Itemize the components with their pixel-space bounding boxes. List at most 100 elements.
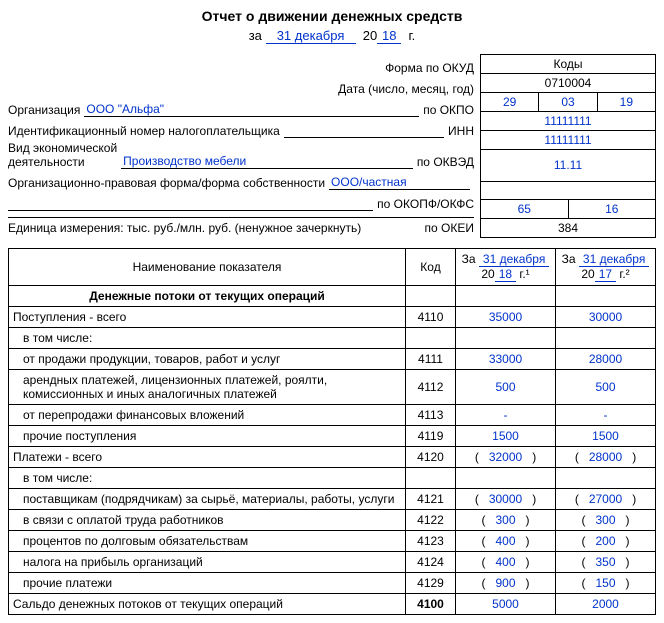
row-code: 4123 <box>406 531 456 552</box>
main-table: Наименование показателя Код За 31 декабр… <box>8 248 656 615</box>
row-value2: ( 350 ) <box>556 552 656 573</box>
okpo-value: 11111111 <box>480 112 656 131</box>
row-value1: 33000 <box>456 349 556 370</box>
row-code <box>406 468 456 489</box>
okfs-value: 16 <box>569 200 657 219</box>
row-value2: - <box>556 405 656 426</box>
row-name: от перепродажи финансовых вложений <box>9 405 406 426</box>
col-name-header: Наименование показателя <box>9 249 406 286</box>
row-code: 4100 <box>406 594 456 615</box>
activity-label: Вид экономической деятельности <box>8 141 117 169</box>
table-row: в связи с оплатой труда работников4122( … <box>9 510 656 531</box>
row-code: 4124 <box>406 552 456 573</box>
row-value1: ( 32000 ) <box>456 447 556 468</box>
section-header-row: Денежные потоки от текущих операций <box>9 286 656 307</box>
activity-label2: деятельности <box>8 155 85 169</box>
codes-box: Коды 0710004 29 03 19 11111111 11111111 … <box>480 54 656 238</box>
row-value1: 35000 <box>456 307 556 328</box>
section-v2 <box>556 286 656 307</box>
col-period1-header: За 31 декабря 2018 г.¹ <box>456 249 556 286</box>
row-value2: ( 27000 ) <box>556 489 656 510</box>
table-row: в том числе: <box>9 328 656 349</box>
p2-year: 17 <box>595 267 616 282</box>
codes-header: Коды <box>480 54 656 74</box>
row-name: поставщикам (подрядчикам) за сырьё, мате… <box>9 489 406 510</box>
table-header-row: Наименование показателя Код За 31 декабр… <box>9 249 656 286</box>
row-value1: ( 400 ) <box>456 552 556 573</box>
row-value1: 1500 <box>456 426 556 447</box>
row-value1 <box>456 328 556 349</box>
header-area: Форма по ОКУД Дата (число, месяц, год) О… <box>8 54 656 238</box>
section-code <box>406 286 456 307</box>
p2-suffix: г.² <box>619 267 629 281</box>
inn-value: 11111111 <box>480 131 656 150</box>
p1-yearpre: 20 <box>481 267 494 281</box>
row-name: прочие поступления <box>9 426 406 447</box>
row-value2: ( 150 ) <box>556 573 656 594</box>
row-value2 <box>556 328 656 349</box>
table-row: от продажи продукции, товаров, работ и у… <box>9 349 656 370</box>
subtitle-date: 31 декабря <box>266 28 356 44</box>
okud-value: 0710004 <box>480 74 656 93</box>
table-row: Платежи - всего4120( 32000 )( 28000 ) <box>9 447 656 468</box>
table-row: Сальдо денежных потоков от текущих опера… <box>9 594 656 615</box>
row-value1: ( 30000 ) <box>456 489 556 510</box>
okved-label: по ОКВЭД <box>417 155 474 169</box>
table-row: арендных платежей, лицензионных платежей… <box>9 370 656 405</box>
okved-value: 11.11 <box>480 150 656 182</box>
row-value2: 1500 <box>556 426 656 447</box>
table-row: процентов по долговым обязательствам4123… <box>9 531 656 552</box>
p1-prefix: За <box>462 252 476 266</box>
table-row: поставщикам (подрядчикам) за сырьё, мате… <box>9 489 656 510</box>
col-code-header: Код <box>406 249 456 286</box>
row-name: Платежи - всего <box>9 447 406 468</box>
activity-value: Производство мебели <box>121 154 413 169</box>
date-d: 29 <box>480 93 539 112</box>
row-value2: ( 28000 ) <box>556 447 656 468</box>
report-subtitle: за 31 декабря 2018 г. <box>8 28 656 44</box>
inn-rlabel: ИНН <box>448 124 474 138</box>
row-value2 <box>556 468 656 489</box>
row-value1 <box>456 468 556 489</box>
row-code: 4121 <box>406 489 456 510</box>
report-title: Отчет о движении денежных средств <box>8 8 656 24</box>
row-value2: 28000 <box>556 349 656 370</box>
row-value1: - <box>456 405 556 426</box>
p2-date: 31 декабря <box>579 252 649 267</box>
org-label: Организация <box>8 103 80 117</box>
row-name: налога на прибыль организаций <box>9 552 406 573</box>
row-code: 4110 <box>406 307 456 328</box>
p2-prefix: За <box>562 252 576 266</box>
row-value2: ( 200 ) <box>556 531 656 552</box>
org-value: ООО "Альфа" <box>84 102 419 117</box>
row-name: в том числе: <box>9 328 406 349</box>
table-row: налога на прибыль организаций4124( 400 )… <box>9 552 656 573</box>
row-value1: ( 400 ) <box>456 531 556 552</box>
legalform-label: Организационно-правовая форма/форма собс… <box>8 176 325 190</box>
table-row: от перепродажи финансовых вложений4113-- <box>9 405 656 426</box>
row-code: 4122 <box>406 510 456 531</box>
legalform-fill2 <box>8 197 373 211</box>
row-name: Сальдо денежных потоков от текущих опера… <box>9 594 406 615</box>
legalform-value: ООО/частная <box>329 175 470 190</box>
table-row: прочие поступления411915001500 <box>9 426 656 447</box>
row-value2: 30000 <box>556 307 656 328</box>
inn-label: Идентификационный номер налогоплательщик… <box>8 124 280 138</box>
inn-fill <box>284 124 444 138</box>
row-code: 4120 <box>406 447 456 468</box>
empty-cell <box>480 182 656 200</box>
okei-label: по ОКЕИ <box>425 221 474 235</box>
table-row: Поступления - всего41103500030000 <box>9 307 656 328</box>
p1-suffix: г.¹ <box>519 267 529 281</box>
okpo-label: по ОКПО <box>423 103 474 117</box>
year-g: г. <box>408 28 415 43</box>
row-value1: ( 900 ) <box>456 573 556 594</box>
p1-year: 18 <box>495 267 516 282</box>
p2-yearpre: 20 <box>581 267 594 281</box>
date-m: 03 <box>539 93 597 112</box>
row-name: арендных платежей, лицензионных платежей… <box>9 370 406 405</box>
section-v1 <box>456 286 556 307</box>
row-value1: ( 300 ) <box>456 510 556 531</box>
okei-value: 384 <box>480 219 656 238</box>
subtitle-year: 18 <box>377 28 401 44</box>
